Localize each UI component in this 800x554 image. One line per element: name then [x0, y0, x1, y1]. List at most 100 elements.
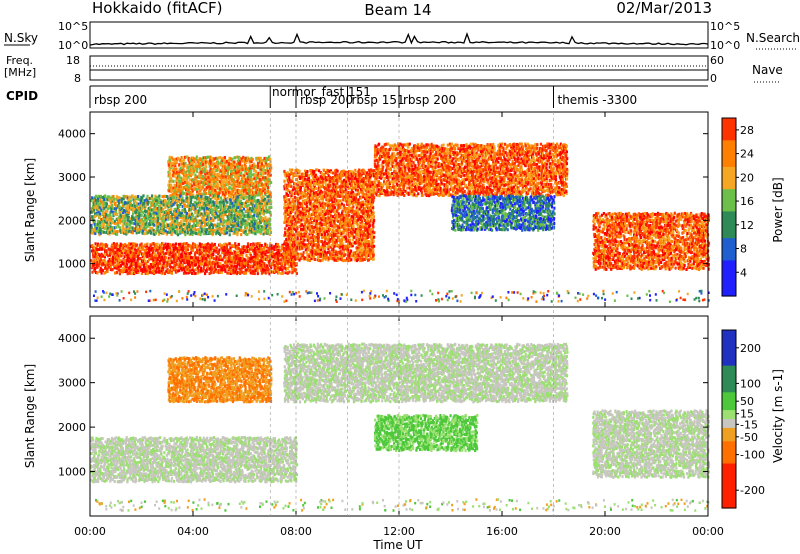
data-cell [421, 159, 423, 162]
data-cell [343, 204, 345, 207]
data-cell [294, 236, 296, 239]
data-cell [378, 143, 380, 146]
data-cell [386, 149, 388, 152]
data-cell [322, 199, 324, 202]
data-cell [461, 191, 463, 194]
data-cell [171, 261, 173, 264]
data-cell [373, 215, 375, 218]
data-cell [294, 174, 296, 177]
data-cell [238, 243, 240, 246]
data-cell [440, 179, 442, 182]
data-cell [212, 253, 214, 256]
data-cell [387, 179, 389, 182]
data-cell [344, 223, 346, 226]
data-cell [387, 164, 389, 167]
data-cell [477, 183, 479, 186]
data-cell [460, 175, 462, 178]
data-cell [185, 250, 187, 253]
data-cell [187, 248, 189, 251]
data-cell [342, 193, 344, 196]
data-cell [406, 172, 408, 175]
cpid-label: CPID [6, 89, 38, 103]
data-cell [282, 272, 284, 275]
data-cell [315, 187, 317, 190]
data-cell [283, 180, 285, 183]
data-cell [386, 181, 388, 184]
data-cell [231, 252, 233, 255]
data-cell [211, 268, 213, 271]
data-cell [402, 154, 404, 157]
data-cell [312, 196, 314, 199]
data-cell [387, 143, 389, 146]
data-cell [156, 243, 158, 246]
data-cell [403, 194, 405, 197]
data-cell [409, 143, 411, 146]
data-cell [361, 174, 363, 177]
data-cell [369, 224, 371, 227]
power-panel: Slant Range [km] [23, 112, 710, 307]
data-cell [288, 176, 290, 179]
data-cell [386, 193, 388, 196]
data-cell [257, 269, 259, 272]
data-cell [482, 145, 484, 148]
data-cell [403, 161, 405, 164]
data-cell [313, 170, 315, 173]
data-cell [155, 254, 157, 257]
data-cell [234, 242, 236, 245]
data-cell [465, 155, 467, 158]
noise-left-tick-high: 10^5 [58, 20, 88, 33]
data-cell [388, 152, 390, 155]
data-cell [422, 194, 424, 197]
data-cell [412, 168, 414, 171]
data-cell [414, 178, 416, 181]
data-cell [306, 215, 308, 218]
data-cell [296, 227, 298, 230]
data-cell [360, 197, 362, 200]
data-cell [371, 245, 373, 248]
data-cell [368, 258, 370, 261]
data-cell [134, 255, 136, 258]
noise-left-tick-low: 10^0 [58, 39, 88, 52]
data-cell [375, 146, 377, 149]
data-cell [116, 271, 118, 274]
data-cell [106, 268, 108, 271]
data-cell [351, 232, 353, 235]
data-cell [441, 169, 443, 172]
data-cell [298, 259, 300, 262]
data-cell [121, 261, 123, 264]
data-cell [350, 258, 352, 261]
data-cell [317, 239, 319, 242]
data-cell [456, 144, 458, 147]
data-cell [299, 170, 301, 173]
data-cell [336, 243, 338, 246]
data-cell [322, 197, 324, 200]
data-cell [222, 259, 224, 262]
data-cell [127, 253, 129, 256]
data-cell [355, 196, 357, 199]
data-cell [417, 155, 419, 158]
data-cell [373, 219, 375, 222]
data-cell [340, 250, 342, 253]
data-cell [333, 245, 335, 248]
data-cell [455, 158, 457, 161]
data-cell [342, 259, 344, 262]
data-cell [358, 169, 360, 172]
data-cell [162, 257, 164, 260]
data-cell [117, 265, 119, 268]
data-cell [470, 143, 472, 146]
data-cell [414, 164, 416, 167]
data-cell [285, 215, 287, 218]
data-cell [406, 187, 408, 190]
data-cell [430, 158, 432, 161]
data-cell [490, 173, 492, 176]
data-cell [449, 155, 451, 158]
data-cell [468, 159, 470, 162]
data-cell [229, 242, 231, 245]
data-cell [437, 165, 439, 168]
data-cell [364, 170, 366, 173]
data-cell [417, 192, 419, 195]
data-cell [452, 175, 454, 178]
data-cell [289, 243, 291, 246]
data-cell [214, 243, 216, 246]
data-cell [343, 251, 345, 254]
